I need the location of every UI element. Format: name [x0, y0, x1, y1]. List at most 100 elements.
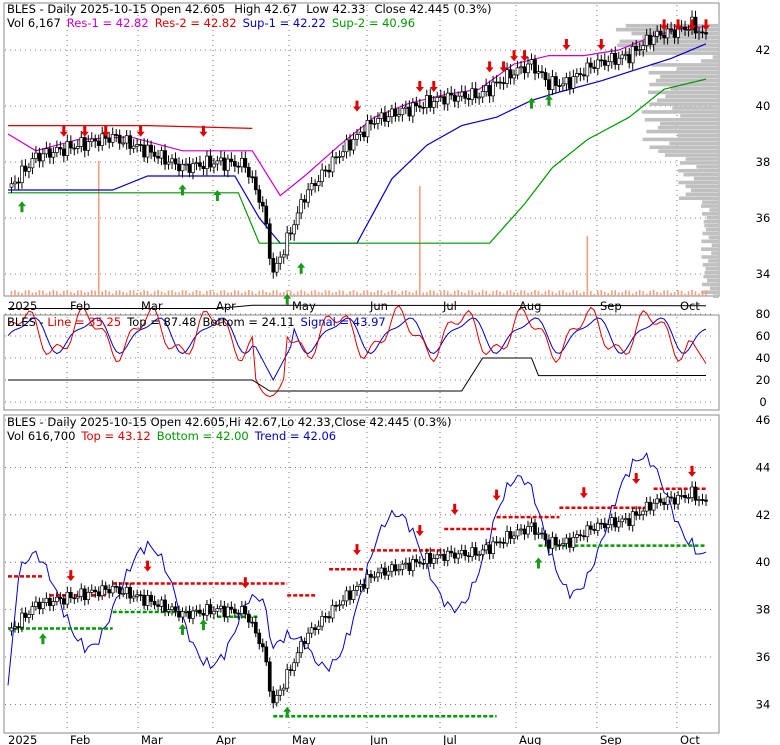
volume-bar — [87, 292, 90, 296]
down-arrow — [66, 570, 75, 582]
volume-bar — [603, 291, 606, 296]
candle-body — [149, 594, 153, 602]
candle-body — [191, 163, 195, 173]
candle-body — [65, 591, 70, 605]
volume-bar — [558, 290, 561, 296]
profile-bar — [703, 219, 719, 224]
candle-body — [449, 550, 454, 554]
candle-body — [456, 553, 461, 559]
candle-body — [226, 606, 230, 617]
volume-bar — [160, 291, 163, 296]
x-tick-label: Jul — [442, 733, 457, 745]
candle-body — [641, 45, 646, 50]
candle-body — [550, 76, 555, 90]
candle-body — [253, 621, 258, 634]
candle-body — [37, 152, 42, 162]
candle-body — [613, 517, 618, 528]
candle-body — [686, 29, 691, 32]
candle-body — [414, 102, 419, 107]
volume-bar — [523, 290, 526, 296]
volume-bar — [443, 290, 446, 296]
candle-body — [445, 92, 450, 105]
down-arrow — [136, 125, 145, 137]
candle-body — [424, 552, 429, 564]
sup1-line — [8, 43, 707, 244]
candle-body — [292, 662, 297, 671]
signal-arrows — [17, 19, 710, 305]
volume-bar — [436, 293, 439, 296]
profile-bar — [651, 63, 719, 67]
volume-bar — [286, 290, 288, 296]
candle-body — [131, 145, 136, 149]
candle-body — [208, 604, 213, 615]
candle-body — [686, 497, 691, 499]
candle-body — [215, 160, 220, 165]
profile-bar — [660, 74, 719, 79]
candle-body — [320, 616, 324, 627]
candle-body — [61, 148, 66, 156]
candle-body — [519, 66, 523, 69]
profile-bar — [623, 51, 719, 55]
candle-body — [683, 26, 687, 31]
volume-bar — [268, 292, 271, 296]
candle-body — [187, 163, 192, 173]
down-arrow — [562, 39, 571, 50]
x-tick-label: Jun — [369, 733, 388, 745]
volume-bar — [265, 291, 268, 296]
volume-bar — [544, 291, 547, 296]
oscillator-lines — [7, 304, 707, 398]
candle-body — [557, 85, 562, 87]
up-arrow — [283, 293, 292, 305]
volume-bar — [171, 290, 173, 296]
candle-body — [236, 612, 241, 615]
candle-body — [313, 183, 317, 187]
candle-body — [180, 611, 185, 618]
candle-body — [564, 77, 569, 85]
volume-bar — [530, 291, 533, 296]
volume-bar — [565, 292, 568, 296]
candle-body — [627, 518, 632, 527]
candle-body — [110, 585, 115, 594]
candle-body — [114, 134, 119, 136]
volume-bar — [534, 290, 536, 296]
volume-bar — [143, 290, 145, 296]
candle-body — [634, 46, 639, 51]
candle-body — [512, 74, 516, 79]
candle-body — [278, 689, 283, 696]
candle-body — [669, 496, 673, 499]
down-arrow — [241, 577, 250, 589]
candle-body — [473, 88, 478, 99]
volume-bar — [408, 291, 411, 296]
volume-bar — [10, 291, 13, 296]
candle-body — [491, 81, 495, 97]
candle-body — [205, 604, 209, 616]
candle-body — [459, 91, 464, 97]
volume-bar — [607, 293, 610, 296]
candle-body — [641, 510, 646, 515]
x-tick-label: Jun — [369, 299, 388, 313]
volume-bar — [164, 293, 166, 296]
candle-body — [571, 537, 576, 548]
candle-body — [13, 626, 17, 629]
down-arrow — [143, 560, 152, 572]
volume-bar — [289, 290, 292, 296]
volume-bar — [94, 290, 97, 296]
volume-bar — [188, 293, 191, 296]
candle-body — [145, 144, 150, 158]
up-arrow — [178, 623, 187, 635]
candle-body — [257, 632, 262, 645]
candle-body — [68, 141, 73, 149]
volume-bar — [541, 293, 543, 296]
candle-body — [526, 526, 530, 535]
volume-bar — [328, 290, 330, 296]
candle-body — [623, 54, 628, 56]
candle-body — [410, 559, 415, 572]
profile-bar — [706, 216, 719, 220]
candle-body — [529, 59, 534, 65]
candle-body — [257, 189, 262, 203]
candle-body — [571, 76, 576, 89]
volume-bar — [31, 292, 34, 296]
candle-body — [121, 142, 126, 145]
y-axis-labels: 42 40 38 36 34 80 60 40 20 0 46 44 42 40 38 36 34 — [756, 43, 771, 711]
candle-body — [501, 542, 506, 544]
